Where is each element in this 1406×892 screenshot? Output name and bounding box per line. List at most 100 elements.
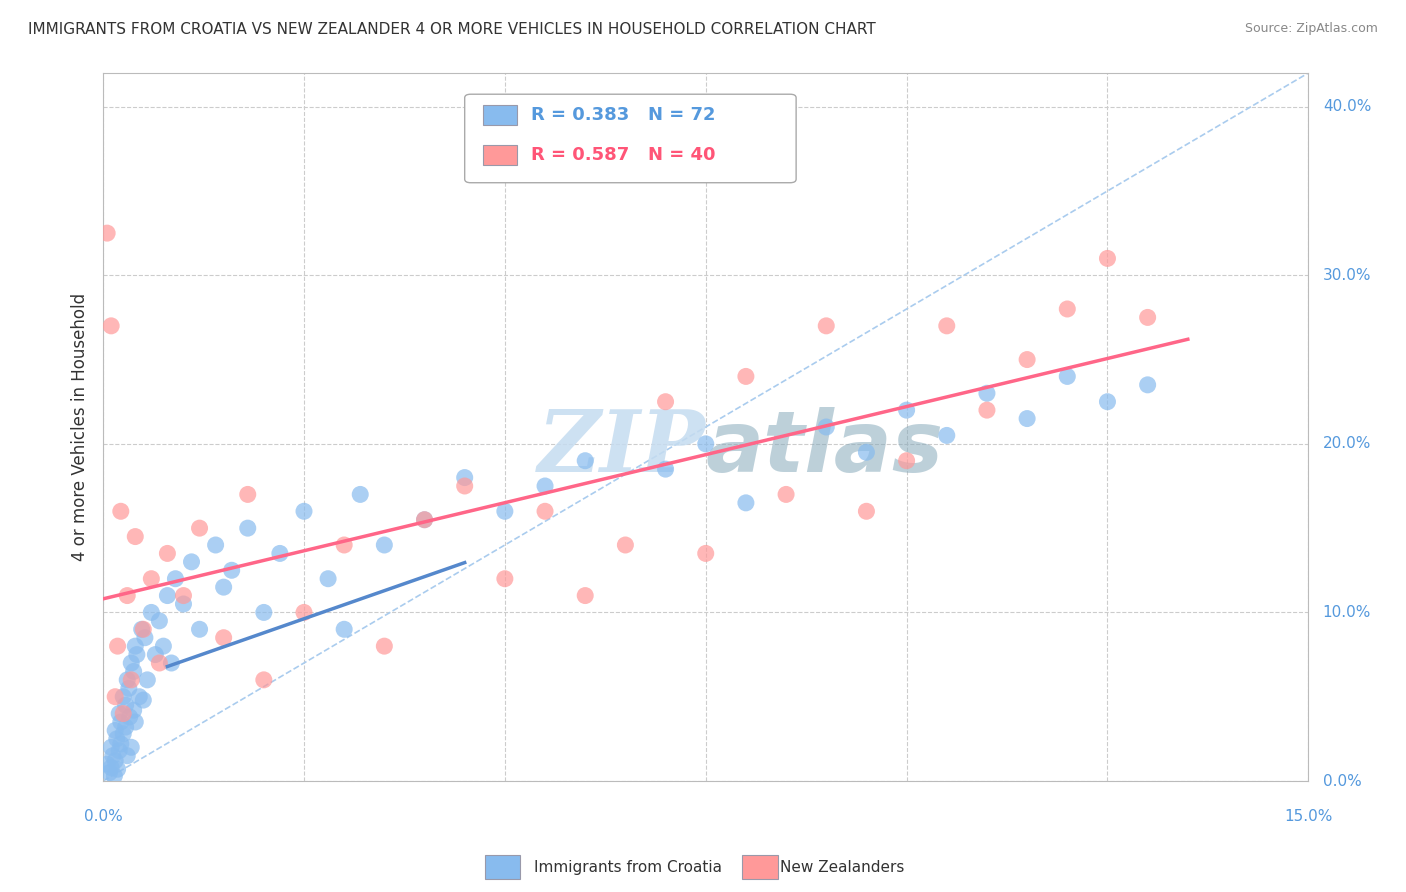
Point — [454, 479, 477, 493]
Point — [107, 762, 129, 776]
Point — [125, 648, 148, 662]
Point — [316, 572, 339, 586]
Point — [236, 521, 259, 535]
Point — [122, 665, 145, 679]
Point — [236, 487, 259, 501]
Point — [253, 606, 276, 620]
Point — [148, 656, 170, 670]
Text: 20.0%: 20.0% — [1323, 436, 1371, 451]
Point — [574, 589, 596, 603]
Point — [114, 720, 136, 734]
Point — [735, 496, 758, 510]
Point — [333, 622, 356, 636]
Text: R = 0.587   N = 40: R = 0.587 N = 40 — [531, 146, 716, 164]
Point — [110, 714, 132, 729]
Point — [100, 740, 122, 755]
Text: 30.0%: 30.0% — [1323, 268, 1371, 283]
Point — [108, 744, 131, 758]
Point — [454, 470, 477, 484]
Point — [614, 538, 637, 552]
Point — [654, 462, 676, 476]
Point — [152, 639, 174, 653]
Point — [188, 622, 211, 636]
Point — [134, 631, 156, 645]
Point — [188, 521, 211, 535]
Text: atlas: atlas — [706, 407, 943, 490]
Point — [896, 453, 918, 467]
Point — [118, 710, 141, 724]
FancyBboxPatch shape — [482, 105, 516, 125]
Point — [855, 445, 877, 459]
Point — [107, 639, 129, 653]
Point — [349, 487, 371, 501]
Point — [735, 369, 758, 384]
Point — [100, 318, 122, 333]
Point — [120, 656, 142, 670]
Point — [122, 703, 145, 717]
Text: New Zealanders: New Zealanders — [780, 860, 904, 874]
Point — [156, 546, 179, 560]
Point — [180, 555, 202, 569]
Text: Immigrants from Croatia: Immigrants from Croatia — [534, 860, 723, 874]
Point — [413, 513, 436, 527]
Point — [333, 538, 356, 552]
Text: Source: ZipAtlas.com: Source: ZipAtlas.com — [1244, 22, 1378, 36]
Point — [115, 748, 138, 763]
Point — [136, 673, 159, 687]
Point — [172, 597, 194, 611]
Point — [118, 681, 141, 696]
Point — [212, 580, 235, 594]
Point — [695, 437, 717, 451]
Point — [204, 538, 226, 552]
Point — [165, 572, 187, 586]
Text: ZIP: ZIP — [538, 407, 706, 490]
Point — [96, 757, 118, 772]
Text: 15.0%: 15.0% — [1284, 809, 1333, 824]
Point — [896, 403, 918, 417]
Point — [115, 589, 138, 603]
Point — [131, 622, 153, 636]
Text: IMMIGRANTS FROM CROATIA VS NEW ZEALANDER 4 OR MORE VEHICLES IN HOUSEHOLD CORRELA: IMMIGRANTS FROM CROATIA VS NEW ZEALANDER… — [28, 22, 876, 37]
Point — [160, 656, 183, 670]
Point — [128, 690, 150, 704]
Point — [855, 504, 877, 518]
Point — [269, 546, 291, 560]
Point — [1136, 310, 1159, 325]
Point — [120, 740, 142, 755]
Point — [108, 706, 131, 721]
Point — [112, 690, 135, 704]
Text: R = 0.383   N = 72: R = 0.383 N = 72 — [531, 106, 716, 124]
Point — [654, 394, 676, 409]
Point — [413, 513, 436, 527]
Point — [104, 723, 127, 738]
Point — [141, 572, 163, 586]
Point — [124, 530, 146, 544]
Point — [775, 487, 797, 501]
FancyBboxPatch shape — [465, 95, 796, 183]
Point — [494, 504, 516, 518]
Point — [373, 639, 395, 653]
Point — [110, 737, 132, 751]
Text: 0.0%: 0.0% — [84, 809, 122, 824]
Point — [132, 622, 155, 636]
FancyBboxPatch shape — [482, 145, 516, 165]
Point — [976, 403, 998, 417]
Point — [1097, 394, 1119, 409]
Point — [101, 748, 124, 763]
Point — [100, 760, 122, 774]
Point — [221, 563, 243, 577]
Point — [212, 631, 235, 645]
Point — [172, 589, 194, 603]
Point — [156, 589, 179, 603]
Point — [1097, 252, 1119, 266]
Point — [115, 673, 138, 687]
Point — [143, 648, 166, 662]
Point — [1056, 301, 1078, 316]
Point — [1017, 411, 1039, 425]
Point — [132, 693, 155, 707]
Point — [98, 765, 121, 780]
Point — [935, 428, 957, 442]
Point — [104, 754, 127, 768]
Point — [292, 504, 315, 518]
Point — [96, 226, 118, 240]
